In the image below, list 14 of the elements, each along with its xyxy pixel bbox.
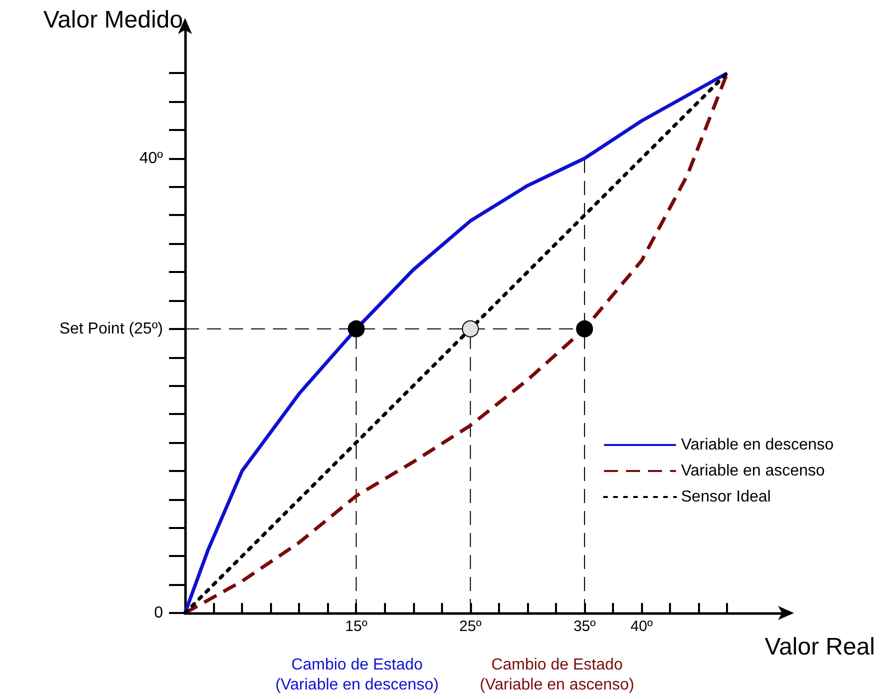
y-tick-label: 0	[154, 604, 164, 622]
x-tick-label: 40º	[630, 618, 654, 635]
x-tick-label: 35º	[573, 618, 596, 635]
x-axis-title: Valor Real	[764, 634, 875, 660]
text: Cambio de Estado (Variable en ascenso)	[480, 656, 634, 694]
y-tick-label: 40º	[139, 150, 164, 167]
legend-label: Variable en ascenso	[681, 462, 825, 480]
y-tick-label: Set Point (25º)	[59, 320, 163, 338]
legend-label: Variable en descenso	[681, 436, 834, 454]
x-tick-label: 15º	[345, 618, 368, 635]
text: Cambio de Estado (Variable en descenso)	[275, 656, 439, 694]
x-tick-label: 25º	[459, 618, 482, 635]
legend-label: Sensor Ideal	[681, 488, 771, 506]
y-axis-title: Valor Medido	[43, 6, 183, 34]
